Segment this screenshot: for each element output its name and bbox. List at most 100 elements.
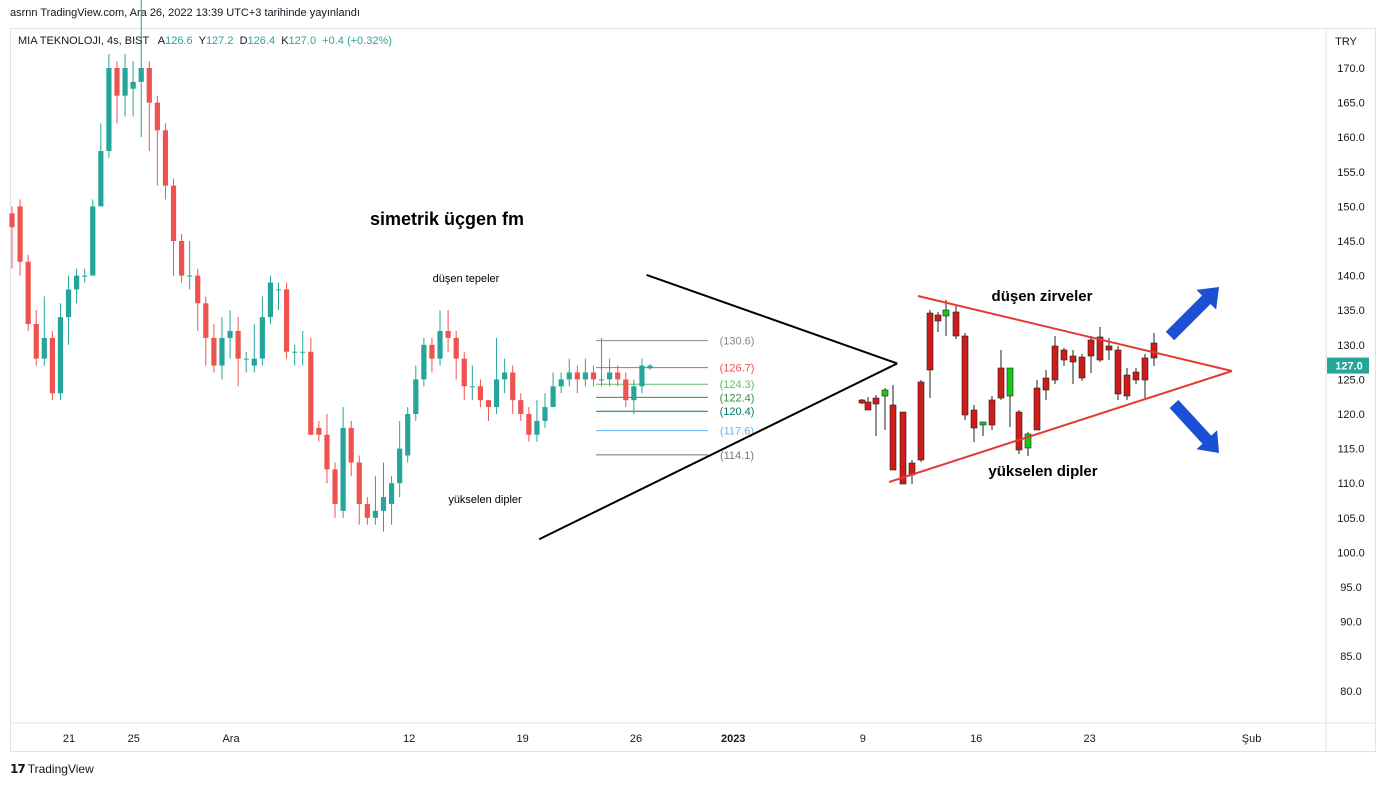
breakout-down-arrow	[1169, 399, 1219, 454]
candle-body	[631, 386, 637, 401]
x-tick-label: 23	[1083, 733, 1095, 745]
candle	[292, 344, 298, 366]
candle	[340, 407, 346, 518]
candle	[187, 241, 193, 290]
candle-body	[526, 414, 532, 435]
sketch-body	[1114, 349, 1122, 395]
upper-line-label: düşen tepeler	[433, 273, 500, 285]
candle	[607, 358, 613, 387]
sketch-candle	[1006, 367, 1014, 427]
y-tick-label: 90.0	[1340, 617, 1361, 629]
candle	[574, 365, 580, 394]
y-tick-label: 140.0	[1337, 271, 1365, 283]
y-tick-label: 80.0	[1340, 686, 1361, 698]
candle-body	[170, 185, 177, 241]
sketch-candle	[908, 460, 916, 484]
sketch-body	[1069, 355, 1077, 363]
x-tick-label: 21	[63, 733, 75, 745]
candle-body	[162, 130, 169, 186]
candle	[122, 54, 128, 117]
candle-body	[251, 358, 257, 366]
candle-body	[550, 386, 556, 408]
candle-body	[74, 275, 80, 290]
candle	[283, 282, 290, 359]
sketch-candle	[889, 385, 897, 471]
candle-body	[364, 503, 370, 518]
symbol-name[interactable]: MIA TEKNOLOJI, 4s, BIST	[18, 35, 150, 47]
candle-body	[82, 275, 88, 277]
sketch-candle	[970, 405, 978, 442]
symbol-legend: MIA TEKNOLOJI, 4s, BIST A126.6 Y127.2 D1…	[18, 35, 392, 47]
candle-body	[380, 497, 387, 511]
y-tick-label: 130.0	[1337, 340, 1365, 352]
y-tick-label: 155.0	[1337, 167, 1365, 179]
lower-trendline	[538, 362, 898, 541]
sketch-body	[889, 404, 897, 471]
candle	[90, 199, 96, 276]
candle	[542, 393, 548, 428]
candle-body	[138, 68, 144, 82]
candle-body	[211, 337, 217, 366]
candle-body	[461, 358, 467, 387]
candle-body	[41, 337, 47, 359]
candle	[146, 61, 152, 152]
candle	[130, 61, 136, 117]
candle	[114, 61, 120, 124]
sketch-upper-label: düşen zirveler	[992, 288, 1093, 305]
candle-body	[534, 420, 540, 435]
y-tick-label: 120.0	[1337, 409, 1365, 421]
sketch-body	[1042, 377, 1050, 391]
candle-body	[9, 213, 15, 228]
candle	[493, 337, 500, 414]
arrow-shape	[1165, 287, 1219, 341]
candle	[332, 462, 338, 518]
x-tick-label: 19	[516, 733, 528, 745]
candle-body	[146, 68, 152, 103]
candle-body	[582, 372, 588, 380]
candle-body	[518, 400, 524, 414]
candle	[429, 337, 435, 373]
sketch-candle	[1114, 346, 1122, 400]
footer-brand[interactable]: 17 TradingView	[10, 762, 94, 776]
level-label: (120.4)	[720, 406, 755, 418]
candle	[219, 317, 225, 380]
y-tick-label: 135.0	[1337, 305, 1365, 317]
y-tick-label: 100.0	[1337, 547, 1365, 559]
candle-body	[574, 372, 580, 380]
sketch-body	[881, 389, 889, 397]
candle	[518, 393, 524, 421]
sketch-body	[1033, 387, 1041, 431]
close-value: 127.0	[288, 35, 317, 47]
candle	[453, 330, 459, 380]
candle	[639, 358, 645, 394]
y-tick-label: 170.0	[1337, 63, 1365, 75]
x-tick-label: 12	[403, 733, 415, 745]
currency-label: TRY	[1335, 36, 1357, 48]
fib-levels[interactable]: (130.6) (126.7) (124.3)(122.4) (120.4) (117.…	[596, 336, 754, 462]
sketch-body	[1060, 349, 1068, 361]
sketch-body	[961, 335, 969, 416]
candle	[300, 330, 306, 366]
x-tick-label: 9	[860, 733, 866, 745]
candle-body	[154, 102, 160, 131]
candle-body	[453, 337, 459, 359]
triangle-trendlines[interactable]	[538, 273, 898, 541]
candle-body	[17, 206, 23, 262]
close-label: K	[281, 35, 289, 47]
low-label: D	[239, 35, 248, 47]
candle	[227, 310, 233, 359]
sketch-candle	[1069, 350, 1077, 384]
last-price-tag: 127.0	[1327, 357, 1369, 374]
candle	[259, 296, 265, 366]
candle-body	[623, 379, 629, 401]
sketch-candle	[997, 350, 1005, 400]
candle	[550, 372, 556, 408]
sketch-candle	[917, 380, 925, 462]
candle-body	[235, 330, 241, 359]
candle-body	[437, 330, 443, 359]
sketch-candle	[1015, 410, 1023, 454]
candle	[405, 407, 411, 463]
candle	[485, 400, 492, 421]
candle-body	[607, 372, 613, 380]
